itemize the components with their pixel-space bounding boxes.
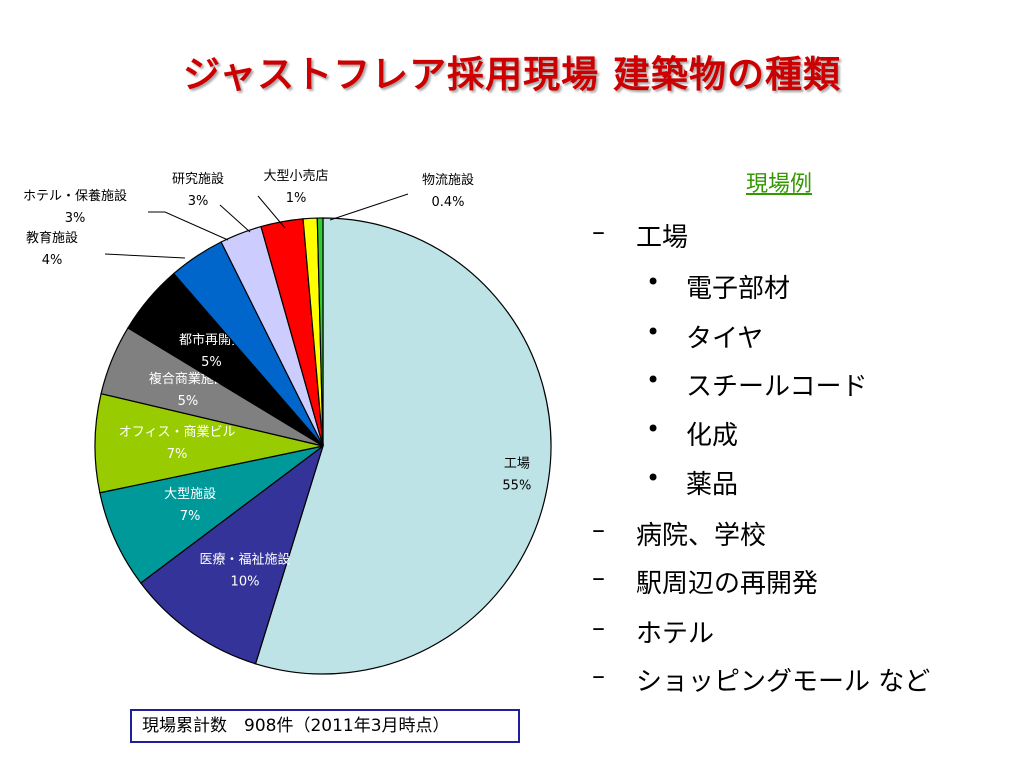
pie-slice-0 xyxy=(254,217,552,675)
slice-value-label-0: 55% xyxy=(502,478,531,493)
list-item: 化成 xyxy=(686,421,739,451)
total-count-box: 現場累計数 908件（2011年3月時点） xyxy=(130,709,520,743)
list-bullet-marker: • xyxy=(646,366,661,394)
slice-value-label-1: 10% xyxy=(231,574,260,589)
slide-title: ジャストフレア採用現場 建築物の種類 xyxy=(182,53,842,96)
slice-name-label-2: 大型施設 xyxy=(164,486,216,502)
slice-name-label-9: 大型小売店 xyxy=(263,168,328,184)
slice-value-label-9: 1% xyxy=(286,191,307,206)
list-item: スチールコード xyxy=(686,372,868,402)
list-bullet-marker: • xyxy=(646,268,661,296)
list-dash-marker: – xyxy=(592,613,605,643)
slice-value-label-10: 0.4% xyxy=(431,195,464,210)
slice-name-label-1: 医療・福祉施設 xyxy=(200,551,291,567)
slice-name-label-7: ホテル・保養施設 xyxy=(23,188,127,204)
slice-value-label-5: 5% xyxy=(201,355,222,370)
slice-value-label-4: 5% xyxy=(178,394,199,409)
slice-value-label-7: 3% xyxy=(65,211,86,226)
list-item: ショッピングモール など xyxy=(636,667,931,697)
list-dash-marker: – xyxy=(592,563,605,593)
leader-line-9 xyxy=(257,195,286,229)
list-item: タイヤ xyxy=(686,324,764,354)
slice-value-label-2: 7% xyxy=(180,509,201,524)
list-dash-marker: – xyxy=(592,217,605,247)
list-bullet-marker: • xyxy=(646,318,661,346)
slice-value-label-3: 7% xyxy=(167,447,188,462)
pie-slice-1 xyxy=(139,444,325,665)
slice-name-label-10: 物流施設 xyxy=(422,172,474,188)
slice-name-label-3: オフィス・商業ビル xyxy=(119,424,236,440)
slice-name-label-8: 研究施設 xyxy=(172,171,224,187)
list-bullet-marker: • xyxy=(646,464,661,492)
list-item: 薬品 xyxy=(686,470,739,500)
slice-name-label-0: 工場 xyxy=(504,456,530,471)
slice-value-label-6: 4% xyxy=(42,253,63,268)
list-item: 工場 xyxy=(636,223,689,253)
list-dash-marker: – xyxy=(592,661,605,691)
list-dash-marker: – xyxy=(592,515,605,545)
slice-name-label-6: 教育施設 xyxy=(26,230,78,246)
slice-value-label-8: 3% xyxy=(188,194,209,209)
leader-line-6 xyxy=(104,253,186,259)
leader-line-10 xyxy=(329,193,409,221)
list-bullet-marker: • xyxy=(646,415,661,443)
leader-line-7 xyxy=(148,211,229,241)
list-item: 病院、学校 xyxy=(636,521,767,551)
list-item: 駅周辺の再開発 xyxy=(636,569,819,599)
pie-chart: 工場55%医療・福祉施設10%大型施設7%オフィス・商業ビル7%複合商業施設5%… xyxy=(23,168,552,675)
pie-slice-10 xyxy=(316,217,324,447)
leader-line-8 xyxy=(219,204,251,233)
list-item: ホテル xyxy=(636,619,715,649)
examples-heading: 現場例 xyxy=(746,172,813,197)
list-item: 電子部材 xyxy=(686,274,791,304)
